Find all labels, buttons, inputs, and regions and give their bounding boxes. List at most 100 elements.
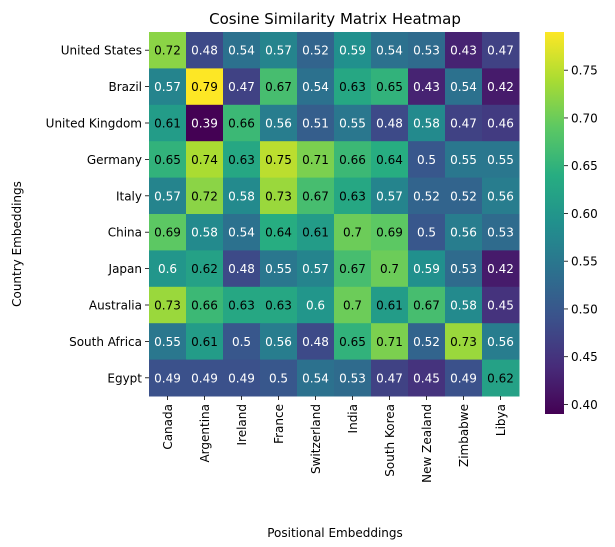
cell-value-label: 0.61: [154, 117, 181, 131]
heatmap-cell: [223, 68, 261, 106]
heatmap-cell: [408, 359, 446, 397]
heatmap-cell: [408, 177, 446, 215]
heatmap-cell: [371, 141, 409, 179]
cell-value-label: 0.47: [487, 44, 514, 58]
cell-value-label: 0.55: [265, 262, 292, 276]
heatmap-cell: [334, 177, 372, 215]
heatmap-cell: [334, 323, 372, 361]
heatmap-cell: [186, 323, 224, 361]
heatmap-cell: [408, 214, 446, 251]
y-tick-label: Egypt: [107, 371, 142, 385]
heatmap-cell: [482, 286, 520, 324]
heatmap-cell: [260, 286, 298, 324]
heatmap-cell: [371, 214, 409, 251]
cell-value-label: 0.47: [228, 80, 255, 94]
cell-value-label: 0.49: [191, 371, 218, 385]
x-tick-label: India: [346, 404, 360, 433]
heatmap-cell: [149, 214, 187, 251]
cell-value-label: 0.48: [302, 335, 329, 349]
heatmap-cell: [371, 323, 409, 361]
y-tick-label: Brazil: [109, 80, 143, 94]
heatmap-cell: [334, 286, 372, 324]
cell-value-label: 0.57: [154, 189, 181, 203]
cell-value-label: 0.52: [302, 44, 329, 58]
heatmap-cell: [149, 32, 187, 69]
cell-value-label: 0.54: [376, 44, 403, 58]
heatmap-cell: [371, 68, 409, 106]
heatmap-cell: [297, 323, 335, 361]
cell-value-label: 0.72: [191, 189, 218, 203]
cell-value-label: 0.42: [487, 80, 514, 94]
colorbar-tick-label: 0.45: [571, 350, 598, 364]
cell-value-label: 0.7: [343, 299, 362, 313]
heatmap-cell: [334, 68, 372, 106]
cell-value-label: 0.54: [450, 80, 477, 94]
x-axis-label: Positional Embeddings: [267, 526, 403, 540]
cell-value-label: 0.74: [191, 153, 218, 167]
cell-value-label: 0.48: [191, 44, 218, 58]
heatmap-cells: 0.72 0.48 0.54 0.57 0.52 0.59 0.54 0.53 0.43 0.47…: [149, 32, 520, 397]
heatmap-cell: [371, 177, 409, 215]
cell-value-label: 0.54: [302, 80, 329, 94]
cell-value-label: 0.58: [413, 117, 440, 131]
heatmap-cell: [223, 359, 261, 397]
y-tick-label: Italy: [116, 189, 142, 203]
cell-value-label: 0.52: [450, 189, 477, 203]
cell-value-label: 0.71: [376, 335, 403, 349]
heatmap-cell: [445, 104, 483, 142]
cell-value-label: 0.39: [191, 117, 218, 131]
cell-value-label: 0.52: [413, 335, 440, 349]
cell-value-label: 0.79: [191, 80, 218, 94]
y-tick-labels: United States Brazil United Kingdom Germany…: [46, 44, 149, 385]
heatmap-cell: [334, 250, 372, 288]
y-tick-label: Germany: [87, 153, 142, 167]
heatmap-cell: [223, 323, 261, 361]
cell-value-label: 0.61: [191, 335, 218, 349]
cell-value-label: 0.63: [265, 299, 292, 313]
colorbar-tick-label: 0.65: [571, 159, 598, 173]
cell-value-label: 0.56: [487, 189, 514, 203]
heatmap-cell: [223, 250, 261, 288]
cell-value-label: 0.67: [302, 189, 329, 203]
cell-value-label: 0.53: [487, 226, 514, 240]
cell-value-label: 0.62: [487, 371, 514, 385]
heatmap-cell: [334, 104, 372, 142]
x-tick-label: Argentina: [198, 404, 212, 463]
cell-value-label: 0.49: [154, 371, 181, 385]
cell-value-label: 0.56: [265, 117, 292, 131]
heatmap-cell: [297, 68, 335, 106]
heatmap-cell: [334, 141, 372, 179]
chart-title: Cosine Similarity Matrix Heatmap: [209, 10, 461, 28]
heatmap-cell: [445, 359, 483, 397]
heatmap-cell: [260, 323, 298, 361]
cell-value-label: 0.66: [191, 299, 218, 313]
heatmap-cell: [186, 177, 224, 215]
cell-value-label: 0.59: [413, 262, 440, 276]
cell-value-label: 0.69: [154, 226, 181, 240]
heatmap-cell: [334, 214, 372, 251]
colorbar-ticks: 0.40 0.45 0.50 0.55 0.60 0.65 0.70 0.75: [564, 64, 598, 412]
cell-value-label: 0.53: [339, 371, 366, 385]
cell-value-label: 0.54: [228, 226, 255, 240]
heatmap-cell: [334, 32, 372, 69]
heatmap-cell: [445, 250, 483, 288]
cell-value-label: 0.63: [228, 299, 255, 313]
y-tick-label: United Kingdom: [46, 117, 142, 131]
heatmap-cell: [260, 359, 298, 397]
cell-value-label: 0.55: [154, 335, 181, 349]
heatmap-cell: [482, 250, 520, 288]
cell-value-label: 0.63: [228, 153, 255, 167]
cell-value-label: 0.42: [487, 262, 514, 276]
heatmap-cell: [223, 214, 261, 251]
cell-value-label: 0.64: [265, 226, 292, 240]
y-tick-label: Australia: [89, 299, 142, 313]
heatmap-cell: [371, 250, 409, 288]
cell-value-label: 0.73: [265, 189, 292, 203]
heatmap-cell: [297, 32, 335, 69]
cell-value-label: 0.57: [302, 262, 329, 276]
cell-value-label: 0.48: [228, 262, 255, 276]
colorbar-tick-label: 0.50: [571, 302, 598, 316]
cell-value-label: 0.67: [339, 262, 366, 276]
heatmap-cell: [260, 141, 298, 179]
x-tick-label: South Korea: [383, 404, 397, 477]
